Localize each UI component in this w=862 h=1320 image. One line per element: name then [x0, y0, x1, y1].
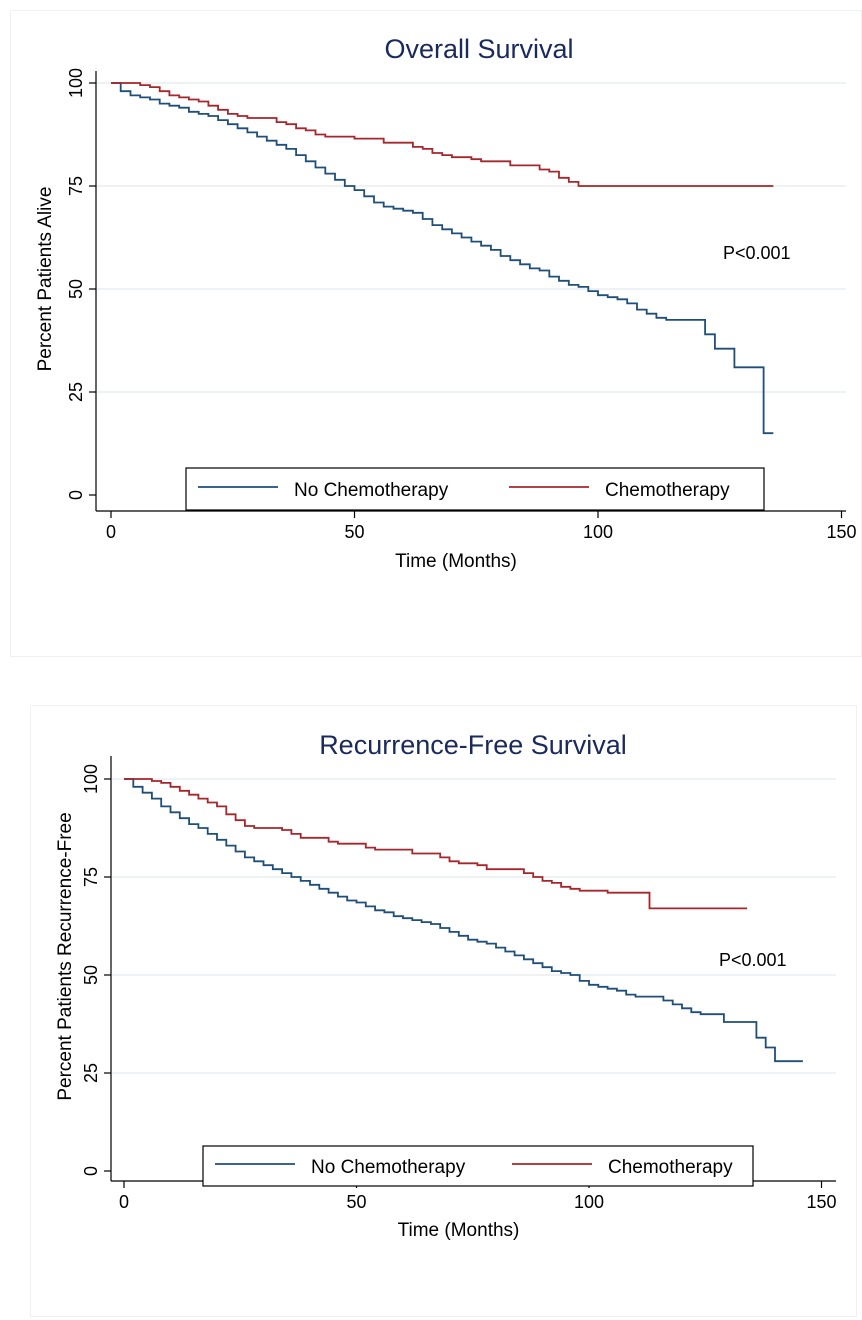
overall-survival-chart: 0 25 50 75 100 0 50 100 150 Overall Survival Time … [35, 34, 857, 572]
x-tick-label: 100 [574, 1192, 604, 1212]
x-tick-label: 50 [344, 522, 364, 542]
x-axis-label: Time (Months) [398, 1220, 520, 1241]
x-tick-label: 50 [346, 1192, 366, 1212]
overall-survival-panel: 0 25 50 75 100 0 50 100 150 Overall Survival Time … [10, 10, 862, 657]
series-line-chemotherapy [124, 778, 748, 910]
y-tick-label: 25 [66, 382, 86, 402]
chart-title: Recurrence-Free Survival [319, 730, 627, 760]
x-tick-label: 150 [826, 522, 856, 542]
y-tick-label: 25 [81, 1063, 101, 1083]
y-axis-label: Percent Patients Alive [35, 187, 56, 372]
y-tick-label: 50 [66, 279, 86, 299]
y-tick-label: 100 [66, 68, 86, 98]
p-value-annotation: P<0.001 [723, 243, 791, 263]
y-tick-label: 50 [81, 965, 101, 985]
y-axis-label: Percent Patients Recurrence-Free [55, 812, 76, 1100]
y-tick-label: 75 [81, 867, 101, 887]
chart-title: Overall Survival [384, 34, 573, 64]
series-line-no-chemotherapy [111, 82, 774, 435]
legend-label: No Chemotherapy [311, 1157, 466, 1178]
series-line-chemotherapy [111, 82, 774, 187]
y-tick-label: 75 [66, 176, 86, 196]
p-value-annotation: P<0.001 [719, 950, 787, 970]
y-tick-label: 0 [81, 1166, 101, 1176]
legend-box [185, 467, 765, 511]
legend-label: No Chemotherapy [294, 480, 449, 501]
x-axis-label: Time (Months) [395, 551, 517, 572]
legend-label: Chemotherapy [605, 480, 730, 501]
recurrence-free-survival-chart: 0 25 50 75 100 0 50 100 150 Recurrence-Free Survi… [55, 730, 837, 1241]
y-tick-label: 0 [66, 490, 86, 500]
legend-box [202, 1145, 754, 1187]
recurrence-free-survival-panel: 0 25 50 75 100 0 50 100 150 Recurrence-Free Survi… [30, 705, 857, 1317]
y-tick-label: 100 [81, 764, 101, 794]
x-tick-label: 0 [106, 522, 116, 542]
series-line-no-chemotherapy [124, 778, 803, 1063]
x-tick-label: 100 [583, 522, 613, 542]
x-tick-label: 0 [119, 1192, 129, 1212]
x-tick-label: 150 [806, 1192, 836, 1212]
legend-label: Chemotherapy [608, 1157, 733, 1178]
